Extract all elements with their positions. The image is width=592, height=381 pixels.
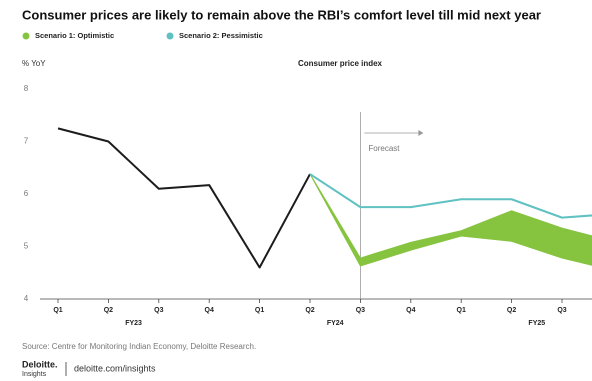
range-area xyxy=(309,173,592,267)
line xyxy=(57,127,311,269)
x-tick-label: Q2 xyxy=(305,307,314,314)
x-tick-label: Q4 xyxy=(406,307,415,314)
fiscal-year-label: FY24 xyxy=(327,320,344,327)
annotation: Forecast xyxy=(368,144,400,153)
x-tick-label: Q1 xyxy=(457,307,466,314)
fiscal-year-label: FY23 xyxy=(125,320,142,327)
legend-swatch xyxy=(166,32,174,40)
legend-label: Scenario 1: Optimistic xyxy=(35,31,114,40)
x-tick-label: Q3 xyxy=(356,307,365,314)
source: Source: Centre for Monitoring Indian Eco… xyxy=(22,342,256,351)
forecast-arrowhead xyxy=(418,130,424,136)
x-tick-label: Q1 xyxy=(53,307,62,314)
chart-title: Consumer prices are likely to remain abo… xyxy=(22,7,541,22)
brand: Deloitte. xyxy=(22,359,58,369)
y-tick-label: 5 xyxy=(24,242,29,251)
x-tick-label: Q2 xyxy=(507,307,516,314)
x-tick-label: Q3 xyxy=(557,307,566,314)
x-tick-label: Q1 xyxy=(255,307,264,314)
x-tick-label: Q4 xyxy=(205,307,214,314)
y-tick-label: 8 xyxy=(24,84,29,93)
chart-subtitle: Consumer price index xyxy=(298,59,383,68)
y-tick-label: 4 xyxy=(24,294,29,303)
y-tick-label: 7 xyxy=(24,137,29,146)
legend-swatch xyxy=(22,32,30,40)
brand-sub: Insights xyxy=(22,371,47,378)
url: deloitte.com/insights xyxy=(74,363,156,373)
line xyxy=(309,173,592,219)
y-tick-label: 6 xyxy=(24,189,29,198)
y-axis-label: % YoY xyxy=(22,59,46,68)
x-tick-label: Q3 xyxy=(154,307,163,314)
x-tick-label: Q2 xyxy=(104,307,113,314)
legend-label: Scenario 2: Pessimistic xyxy=(179,31,263,40)
fiscal-year-label: FY25 xyxy=(528,320,545,327)
